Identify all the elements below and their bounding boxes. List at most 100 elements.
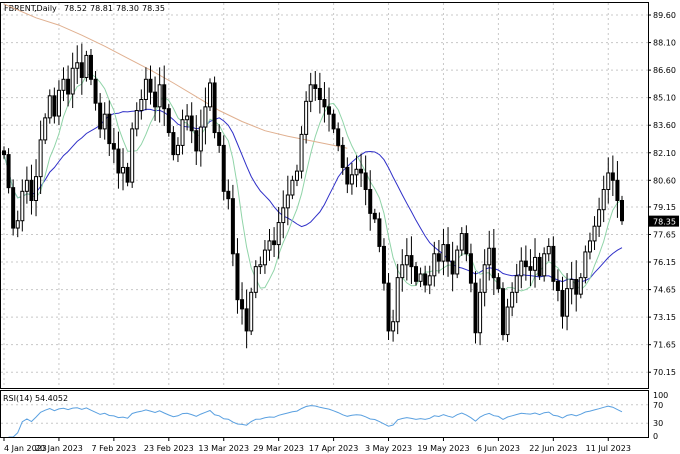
candle-body <box>244 308 249 332</box>
candle <box>363 155 368 206</box>
chart-header-low: 78.30 <box>116 4 139 13</box>
time-tick-label: 13 Mar 2023 <box>198 444 249 453</box>
candle <box>84 50 89 82</box>
candle-body <box>208 82 212 108</box>
candle <box>212 76 217 139</box>
candle <box>533 238 538 288</box>
candle <box>414 262 418 286</box>
candle <box>253 260 258 299</box>
candle-body <box>354 168 359 176</box>
candle <box>143 67 148 111</box>
candle <box>551 236 556 291</box>
price-tick-label: 85.10 <box>653 94 676 103</box>
candle <box>505 298 510 343</box>
candle-body <box>441 244 446 262</box>
candle-body <box>331 113 336 130</box>
candle <box>166 104 171 137</box>
candle <box>427 265 432 295</box>
candle-body <box>409 255 414 268</box>
candle <box>272 227 277 257</box>
candle <box>615 161 620 218</box>
candle <box>404 238 409 281</box>
time-tick-label: 17 Apr 2023 <box>309 444 358 453</box>
candle <box>111 127 116 164</box>
candle-body <box>203 106 208 128</box>
candle <box>121 148 126 191</box>
rsi-line <box>8 405 623 438</box>
candle-body <box>171 132 176 156</box>
candle-body <box>285 194 290 209</box>
candle <box>381 238 386 291</box>
current-price-badge <box>649 215 679 227</box>
time-tick-label: 4 Jan 2023 <box>4 444 47 453</box>
candle <box>455 245 460 279</box>
candle-body <box>606 172 611 190</box>
candle <box>491 228 496 295</box>
candle <box>587 232 592 260</box>
candle <box>304 91 309 144</box>
candle-body <box>166 108 171 134</box>
candle <box>473 271 478 344</box>
candle-body <box>505 306 510 336</box>
candle-body <box>162 84 167 110</box>
candle-body <box>56 89 61 117</box>
candle <box>468 243 473 293</box>
candle-body <box>546 245 551 255</box>
candle <box>496 273 501 293</box>
candle <box>20 179 25 232</box>
candle-body <box>336 128 341 146</box>
candle <box>2 146 6 159</box>
candle <box>217 124 222 153</box>
price-tick-label: 89.60 <box>653 11 676 20</box>
candle <box>482 249 487 307</box>
candle-body <box>111 143 116 150</box>
candle-body <box>272 240 277 246</box>
candle-body <box>620 200 624 222</box>
price-tick-label: 80.60 <box>653 176 676 185</box>
candle-body <box>185 115 190 121</box>
candle <box>189 102 194 144</box>
candle <box>235 238 240 314</box>
candle <box>180 109 185 155</box>
candle <box>359 153 364 188</box>
candle <box>52 87 57 124</box>
price-tick-label: 77.65 <box>653 230 676 239</box>
time-tick-label: 6 Jun 2023 <box>477 444 520 453</box>
candle-body <box>418 273 423 282</box>
candle-body <box>587 240 592 253</box>
candle-body <box>565 288 570 317</box>
candle-body <box>153 91 158 108</box>
candle <box>377 212 382 253</box>
chart-header-timeframe: ,Daily <box>34 4 57 13</box>
candle <box>208 78 212 111</box>
candle-body <box>583 251 588 279</box>
candle <box>24 166 29 204</box>
candle-body <box>38 139 43 178</box>
candle <box>66 65 71 107</box>
candle-body <box>592 225 597 242</box>
candle-body <box>615 179 620 202</box>
price-tick-label: 88.10 <box>653 39 676 48</box>
rsi-tick-label: 70 <box>653 401 663 410</box>
candle-body <box>75 62 80 69</box>
candle-body <box>519 260 524 277</box>
candle <box>175 137 180 163</box>
candle-body <box>107 113 112 145</box>
time-tick-label: 7 Feb 2023 <box>92 444 137 453</box>
candle <box>500 282 505 341</box>
candle <box>88 48 93 86</box>
candle-body <box>29 179 34 202</box>
candle-body <box>175 144 180 156</box>
candle-body <box>253 266 258 293</box>
candle-body <box>308 84 313 102</box>
candle-body <box>455 249 460 275</box>
candle-body <box>555 280 560 292</box>
rsi-tick-label: 100 <box>653 391 668 400</box>
candle-body <box>79 62 84 78</box>
candle <box>294 164 299 187</box>
time-tick-label: 3 May 2023 <box>365 444 412 453</box>
candle <box>322 82 327 123</box>
candle-body <box>359 168 364 174</box>
candle-body <box>400 264 405 279</box>
ma-fast-line <box>3 73 623 293</box>
